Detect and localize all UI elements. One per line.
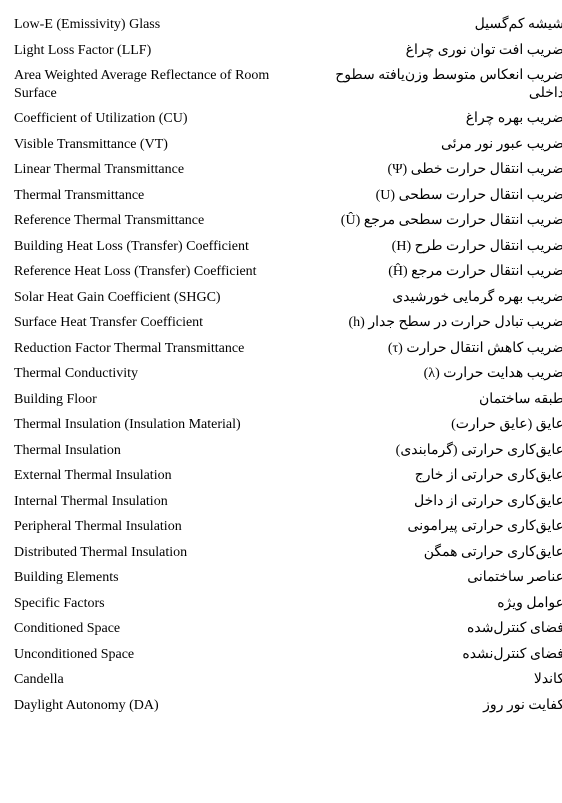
glossary-table: Low-E (Emissivity) Glassشیشه کم‌گسیلLigh… — [14, 12, 548, 718]
english-term: Low-E (Emissivity) Glass — [14, 16, 289, 34]
english-term: Conditioned Space — [14, 620, 289, 638]
english-term: Peripheral Thermal Insulation — [14, 518, 289, 536]
english-term: Building Floor — [14, 391, 289, 409]
persian-term: ضریب کاهش انتقال حرارت (τ) — [289, 340, 562, 358]
english-term: Thermal Conductivity — [14, 365, 289, 383]
english-term: Reference Heat Loss (Transfer) Coefficie… — [14, 263, 289, 281]
english-term: Building Elements — [14, 569, 289, 587]
table-row: Reference Thermal Transmittanceضریب انتق… — [14, 208, 548, 234]
persian-term: ضریب بهره گرمایی خورشیدی — [289, 289, 562, 307]
table-row: Reference Heat Loss (Transfer) Coefficie… — [14, 259, 548, 285]
table-row: Peripheral Thermal Insulationعایق‌کاری ح… — [14, 514, 548, 540]
persian-term: عایق‌کاری حرارتی همگن — [289, 544, 562, 562]
table-row: Building Floorطبقه ساختمان — [14, 387, 548, 413]
persian-term: عایق‌کاری حرارتی از خارج — [289, 467, 562, 485]
persian-term: فضای کنترل‌نشده — [289, 646, 562, 664]
table-row: External Thermal Insulationعایق‌کاری حرا… — [14, 463, 548, 489]
english-term: Building Heat Loss (Transfer) Coefficien… — [14, 238, 289, 256]
table-row: Thermal Insulationعایق‌کاری حرارتی (گرما… — [14, 438, 548, 464]
persian-term: فضای کنترل‌شده — [289, 620, 562, 638]
persian-term: عایق (عایق حرارت) — [289, 416, 562, 434]
table-row: Light Loss Factor (LLF)ضریب افت توان نور… — [14, 38, 548, 64]
english-term: Coefficient of Utilization (CU) — [14, 110, 289, 128]
persian-term: عایق‌کاری حرارتی از داخل — [289, 493, 562, 511]
persian-term: ضریب انتقال حرارت سطحی مرجع (Û) — [289, 212, 562, 230]
persian-term: ضریب تبادل حرارت در سطح جدار (h) — [289, 314, 562, 332]
english-term: Daylight Autonomy (DA) — [14, 697, 289, 715]
table-row: Internal Thermal Insulationعایق‌کاری حرا… — [14, 489, 548, 515]
table-row: Daylight Autonomy (DA)کفایت نور روز — [14, 693, 548, 719]
persian-term: ضریب انتقال حرارت سطحی (U) — [289, 187, 562, 205]
english-term: Visible Transmittance (VT) — [14, 136, 289, 154]
table-row: Visible Transmittance (VT)ضریب عبور نور … — [14, 132, 548, 158]
english-term: Thermal Transmittance — [14, 187, 289, 205]
english-term: Thermal Insulation — [14, 442, 289, 460]
table-row: Thermal Conductivityضریب هدایت حرارت (λ) — [14, 361, 548, 387]
table-row: Unconditioned Spaceفضای کنترل‌نشده — [14, 642, 548, 668]
persian-term: ضریب بهره چراغ — [289, 110, 562, 128]
table-row: Candellaکاندلا — [14, 667, 548, 693]
english-term: External Thermal Insulation — [14, 467, 289, 485]
persian-term: ضریب انتقال حرارت طرح (H) — [289, 238, 562, 256]
persian-term: ضریب انتقال حرارت خطی (Ψ) — [289, 161, 562, 179]
persian-term: کاندلا — [289, 671, 562, 689]
table-row: Reduction Factor Thermal Transmittanceضر… — [14, 336, 548, 362]
table-row: Building Elementsعناصر ساختمانی — [14, 565, 548, 591]
persian-term: عناصر ساختمانی — [289, 569, 562, 587]
table-row: Low-E (Emissivity) Glassشیشه کم‌گسیل — [14, 12, 548, 38]
persian-term: شیشه کم‌گسیل — [289, 16, 562, 34]
table-row: Thermal Transmittanceضریب انتقال حرارت س… — [14, 183, 548, 209]
persian-term: عایق‌کاری حرارتی (گرمابندی) — [289, 442, 562, 460]
table-row: Distributed Thermal Insulationعایق‌کاری … — [14, 540, 548, 566]
english-term: Specific Factors — [14, 595, 289, 613]
persian-term: عایق‌کاری حرارتی پیرامونی — [289, 518, 562, 536]
english-term: Reduction Factor Thermal Transmittance — [14, 340, 289, 358]
persian-term: ضریب انتقال حرارت مرجع (Ĥ) — [289, 263, 562, 281]
persian-term: کفایت نور روز — [289, 697, 562, 715]
english-term: Solar Heat Gain Coefficient (SHGC) — [14, 289, 289, 307]
table-row: Linear Thermal Transmittanceضریب انتقال … — [14, 157, 548, 183]
persian-term: ضریب افت توان نوری چراغ — [289, 42, 562, 60]
english-term: Internal Thermal Insulation — [14, 493, 289, 511]
english-term: Surface Heat Transfer Coefficient — [14, 314, 289, 332]
persian-term: ضریب عبور نور مرئی — [289, 136, 562, 154]
persian-term: ضریب هدایت حرارت (λ) — [289, 365, 562, 383]
table-row: Building Heat Loss (Transfer) Coefficien… — [14, 234, 548, 260]
english-term: Distributed Thermal Insulation — [14, 544, 289, 562]
table-row: Area Weighted Average Reflectance of Roo… — [14, 63, 548, 106]
table-row: Surface Heat Transfer Coefficientضریب تب… — [14, 310, 548, 336]
persian-term: عوامل ویژه — [289, 595, 562, 613]
table-row: Specific Factorsعوامل ویژه — [14, 591, 548, 617]
english-term: Candella — [14, 671, 289, 689]
table-row: Conditioned Spaceفضای کنترل‌شده — [14, 616, 548, 642]
persian-term: ضریب انعکاس متوسط وزن‌یافته سطوح داخلی — [289, 67, 562, 102]
english-term: Area Weighted Average Reflectance of Roo… — [14, 67, 289, 102]
table-row: Coefficient of Utilization (CU)ضریب بهره… — [14, 106, 548, 132]
persian-term: طبقه ساختمان — [289, 391, 562, 409]
english-term: Thermal Insulation (Insulation Material) — [14, 416, 289, 434]
english-term: Light Loss Factor (LLF) — [14, 42, 289, 60]
english-term: Linear Thermal Transmittance — [14, 161, 289, 179]
table-row: Thermal Insulation (Insulation Material)… — [14, 412, 548, 438]
english-term: Unconditioned Space — [14, 646, 289, 664]
table-row: Solar Heat Gain Coefficient (SHGC)ضریب ب… — [14, 285, 548, 311]
english-term: Reference Thermal Transmittance — [14, 212, 289, 230]
